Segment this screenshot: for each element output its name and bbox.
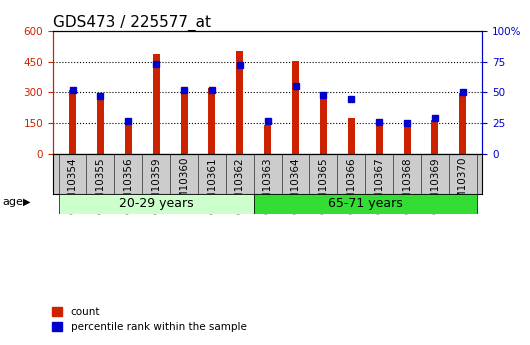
- Text: GSM10365: GSM10365: [319, 157, 329, 214]
- Bar: [403, 125, 411, 154]
- Text: GSM10366: GSM10366: [346, 157, 356, 214]
- Text: GSM10369: GSM10369: [430, 157, 440, 214]
- Text: GSM10356: GSM10356: [123, 157, 133, 214]
- Bar: [460, 93, 466, 154]
- Bar: [264, 125, 271, 154]
- Bar: [320, 97, 327, 154]
- Text: ▶: ▶: [23, 197, 30, 207]
- Text: 65-71 years: 65-71 years: [328, 197, 403, 210]
- Text: GDS473 / 225577_at: GDS473 / 225577_at: [53, 15, 211, 31]
- Bar: [181, 88, 188, 154]
- Text: GSM10367: GSM10367: [374, 157, 384, 214]
- Text: GSM10355: GSM10355: [95, 157, 105, 214]
- Bar: [153, 53, 160, 154]
- Text: GSM10354: GSM10354: [67, 157, 77, 214]
- Text: GSM10361: GSM10361: [207, 157, 217, 214]
- Text: age: age: [3, 197, 23, 207]
- Legend: count, percentile rank within the sample: count, percentile rank within the sample: [48, 303, 251, 336]
- Text: GSM10370: GSM10370: [458, 157, 468, 214]
- Bar: [292, 61, 299, 154]
- Text: GSM10368: GSM10368: [402, 157, 412, 214]
- Bar: [208, 88, 215, 154]
- Bar: [431, 120, 438, 154]
- Bar: [59, 194, 254, 214]
- Bar: [376, 125, 383, 154]
- Text: GSM10364: GSM10364: [290, 157, 301, 214]
- Bar: [348, 118, 355, 154]
- Bar: [125, 123, 132, 154]
- Text: 20-29 years: 20-29 years: [119, 197, 193, 210]
- Bar: [254, 194, 476, 214]
- Bar: [236, 51, 243, 154]
- Text: GSM10362: GSM10362: [235, 157, 245, 214]
- Text: GSM10360: GSM10360: [179, 157, 189, 214]
- Bar: [69, 90, 76, 154]
- Text: GSM10363: GSM10363: [263, 157, 272, 214]
- Text: GSM10359: GSM10359: [151, 157, 161, 214]
- Bar: [97, 96, 104, 154]
